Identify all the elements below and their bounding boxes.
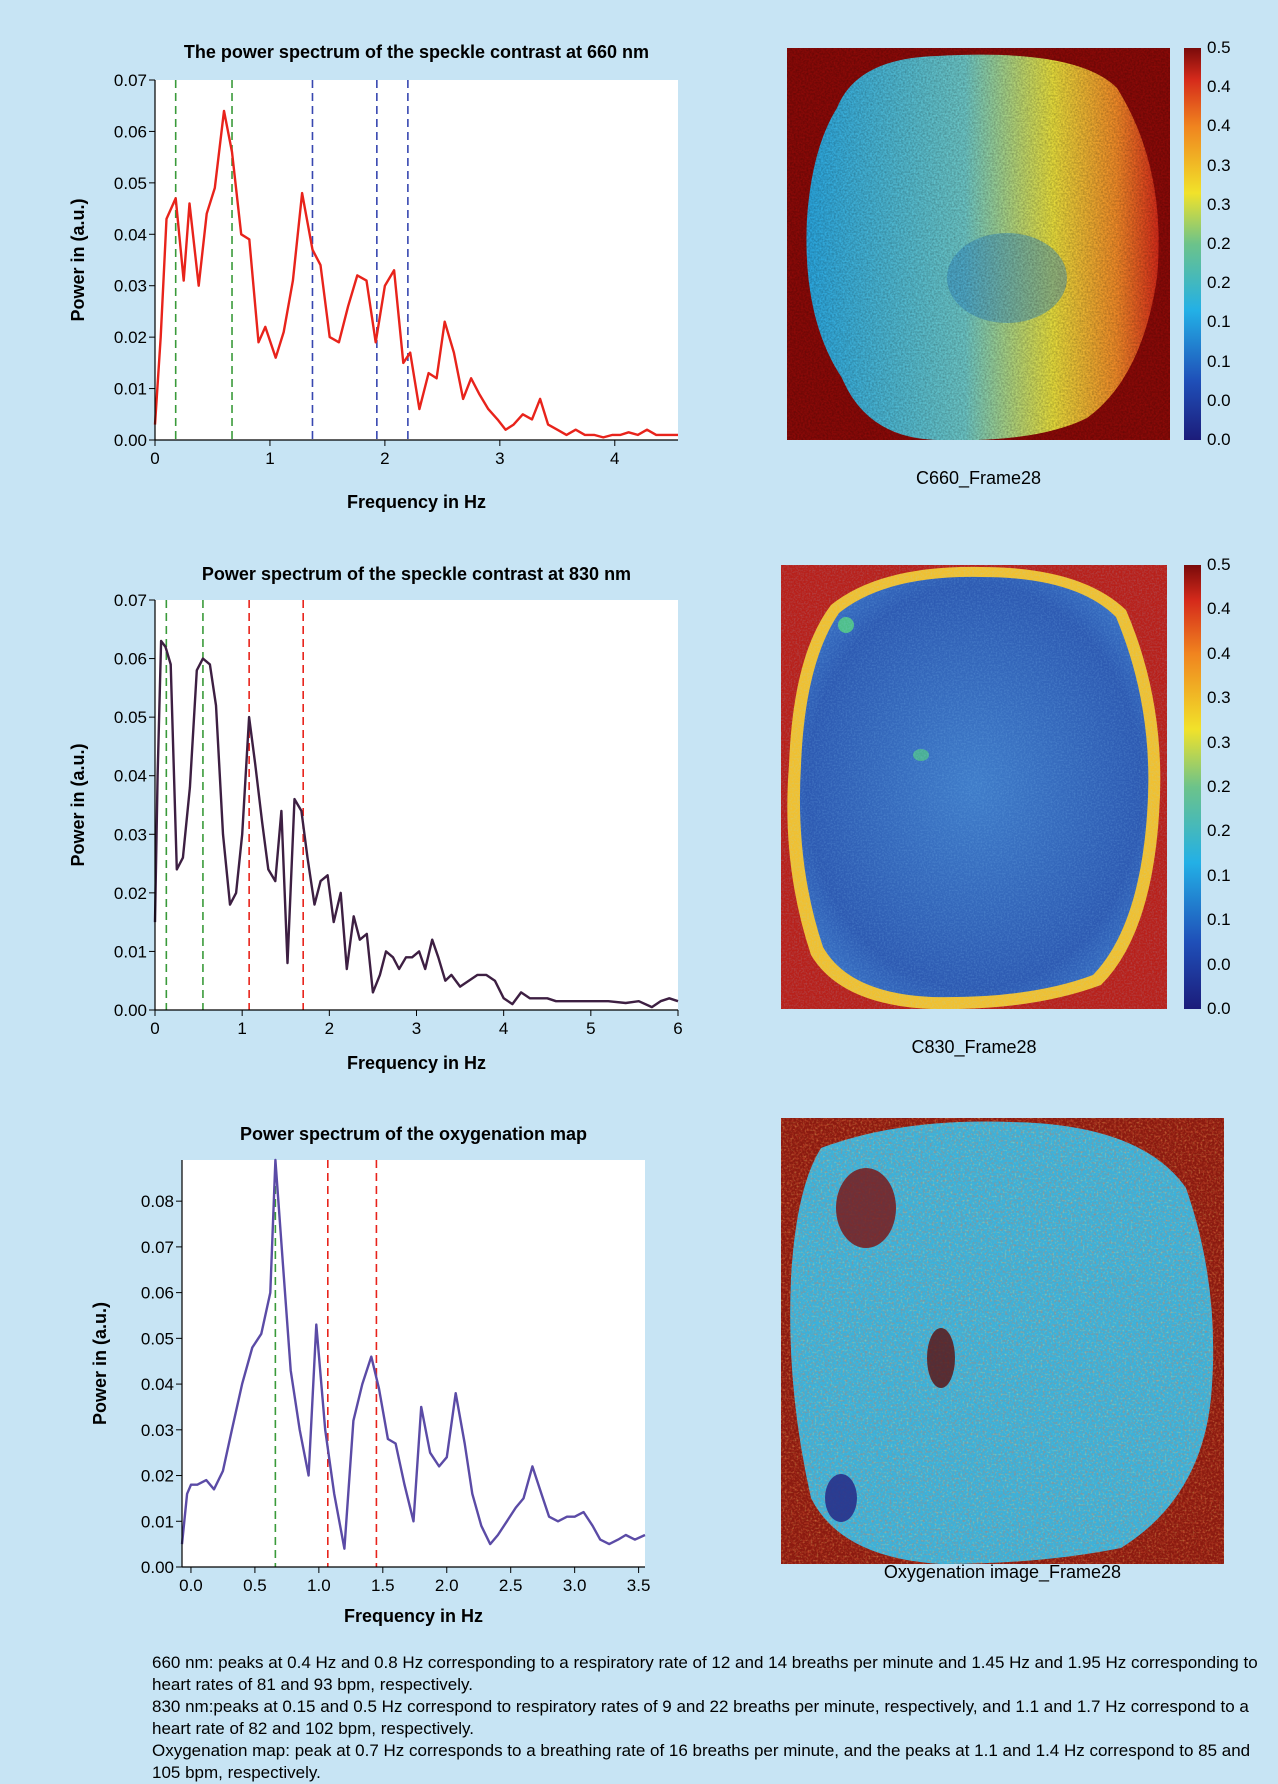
colorbar-tick-label: 0.2 xyxy=(1207,821,1231,841)
colorbar-tick-label: 0.3 xyxy=(1207,732,1231,752)
series-line xyxy=(180,1158,646,1550)
c830-speckle-map xyxy=(781,565,1167,1009)
x-tick-label: 2 xyxy=(325,1019,334,1038)
x-tick-label: 6 xyxy=(673,1019,682,1038)
colorbar-tick-label: 0.0 xyxy=(1207,999,1231,1018)
y-axis-label: Power in (a.u.) xyxy=(68,198,88,321)
colorbar-tick-label: 0.1 xyxy=(1207,312,1231,332)
plot-area xyxy=(155,80,678,440)
plot-area xyxy=(182,1160,645,1567)
y-tick-label: 0.04 xyxy=(114,225,147,244)
x-tick-label: 1 xyxy=(237,1019,246,1038)
colorbar-tick-label: 0.4 xyxy=(1207,116,1231,136)
oxygenation-map-caption: Oxygenation image_Frame28 xyxy=(883,1562,1122,1582)
colorbar-tick-label: 0.3 xyxy=(1207,194,1231,214)
series-line xyxy=(153,639,679,1009)
colorbar-tick-label: 0.4 xyxy=(1207,599,1231,619)
colorbar-tick-label: 0.0 xyxy=(1207,954,1231,974)
x-tick-label: 2.0 xyxy=(435,1576,459,1595)
y-axis-label: Power in (a.u.) xyxy=(90,1302,110,1425)
y-tick-label: 0.01 xyxy=(114,942,147,961)
c660-speckle-map xyxy=(787,48,1170,440)
y-tick-label: 0.01 xyxy=(114,380,147,399)
c830-map-caption: C830_Frame28 xyxy=(911,1037,1037,1057)
x-tick-label: 0.5 xyxy=(243,1576,267,1595)
y-tick-label: 0.06 xyxy=(114,650,147,669)
y-axis-label: Power in (a.u.) xyxy=(68,743,88,866)
x-tick-label: 0 xyxy=(150,449,159,468)
colorbar-tick-label: 0.0 xyxy=(1207,390,1231,410)
x-tick-label: 3.5 xyxy=(627,1576,651,1595)
y-tick-label: 0.07 xyxy=(141,1238,174,1257)
chart-title: Power spectrum of the oxygenation map xyxy=(240,1124,587,1144)
y-tick-label: 0.08 xyxy=(141,1192,174,1211)
x-tick-label: 3.0 xyxy=(563,1576,587,1595)
colorbar-tick-label: 0.0 xyxy=(1207,430,1231,449)
y-tick-label: 0.06 xyxy=(114,122,147,141)
note-830nm: 830 nm:peaks at 0.15 and 0.5 Hz correspo… xyxy=(152,1697,1249,1738)
colorbar-tick-label: 0.2 xyxy=(1207,273,1231,293)
figure-notes: 660 nm: peaks at 0.4 Hz and 0.8 Hz corre… xyxy=(152,1652,1267,1784)
y-tick-label: 0.06 xyxy=(141,1284,174,1303)
x-tick-label: 2 xyxy=(380,449,389,468)
colorbar-tick-label: 0.5 xyxy=(1207,38,1231,57)
oxygenation-map xyxy=(781,1118,1224,1564)
y-tick-label: 0.02 xyxy=(141,1467,174,1486)
c660-map-caption: C660_Frame28 xyxy=(915,468,1042,488)
c660-colorbar xyxy=(1184,48,1201,440)
x-tick-label: 1 xyxy=(265,449,274,468)
note-660nm: 660 nm: peaks at 0.4 Hz and 0.8 Hz corre… xyxy=(152,1653,1258,1694)
y-tick-label: 0.03 xyxy=(114,825,147,844)
y-tick-label: 0.04 xyxy=(141,1375,174,1394)
y-tick-label: 0.07 xyxy=(114,71,147,90)
y-tick-label: 0.04 xyxy=(114,767,147,786)
x-tick-label: 5 xyxy=(586,1019,595,1038)
colorbar-tick-label: 0.1 xyxy=(1207,910,1231,930)
x-tick-label: 0.0 xyxy=(179,1576,203,1595)
series-line xyxy=(153,109,678,439)
colorbar-tick-label: 0.2 xyxy=(1207,234,1231,253)
y-tick-label: 0.05 xyxy=(114,174,147,193)
x-axis-label: Frequency in Hz xyxy=(344,1606,483,1626)
y-tick-label: 0.00 xyxy=(114,431,147,450)
x-tick-label: 1.0 xyxy=(307,1576,331,1595)
colorbar-tick-label: 0.4 xyxy=(1207,77,1231,97)
y-tick-label: 0.02 xyxy=(114,328,147,347)
colorbar-tick-label: 0.1 xyxy=(1207,865,1231,885)
y-tick-label: 0.03 xyxy=(114,277,147,296)
x-axis-label: Frequency in Hz xyxy=(347,492,486,512)
note-oxygenation: Oxygenation map: peak at 0.7 Hz correspo… xyxy=(152,1741,1251,1782)
x-tick-label: 3 xyxy=(495,449,504,468)
colorbar-tick-label: 0.2 xyxy=(1207,777,1231,796)
chart-title: Power spectrum of the speckle contrast a… xyxy=(202,564,631,584)
y-tick-label: 0.01 xyxy=(141,1512,174,1531)
c830-colorbar xyxy=(1184,565,1201,1009)
y-tick-label: 0.03 xyxy=(141,1421,174,1440)
y-tick-label: 0.07 xyxy=(114,591,147,610)
colorbar-tick-label: 0.3 xyxy=(1207,688,1231,708)
y-tick-label: 0.05 xyxy=(141,1329,174,1348)
x-tick-label: 4 xyxy=(610,449,619,468)
x-tick-label: 4 xyxy=(499,1019,508,1038)
x-tick-label: 1.5 xyxy=(371,1576,395,1595)
y-tick-label: 0.05 xyxy=(114,708,147,727)
colorbar-tick-label: 0.4 xyxy=(1207,643,1231,663)
x-tick-label: 3 xyxy=(412,1019,421,1038)
colorbar-tick-label: 0.5 xyxy=(1207,555,1231,574)
colorbar-tick-label: 0.1 xyxy=(1207,351,1231,371)
y-tick-label: 0.00 xyxy=(114,1001,147,1020)
plot-area xyxy=(155,600,678,1010)
chart-title: The power spectrum of the speckle contra… xyxy=(184,42,649,62)
colorbar-tick-label: 0.3 xyxy=(1207,155,1231,175)
x-axis-label: Frequency in Hz xyxy=(347,1053,486,1073)
y-tick-label: 0.00 xyxy=(141,1558,174,1577)
x-tick-label: 0 xyxy=(150,1019,159,1038)
x-tick-label: 2.5 xyxy=(499,1576,523,1595)
y-tick-label: 0.02 xyxy=(114,884,147,903)
